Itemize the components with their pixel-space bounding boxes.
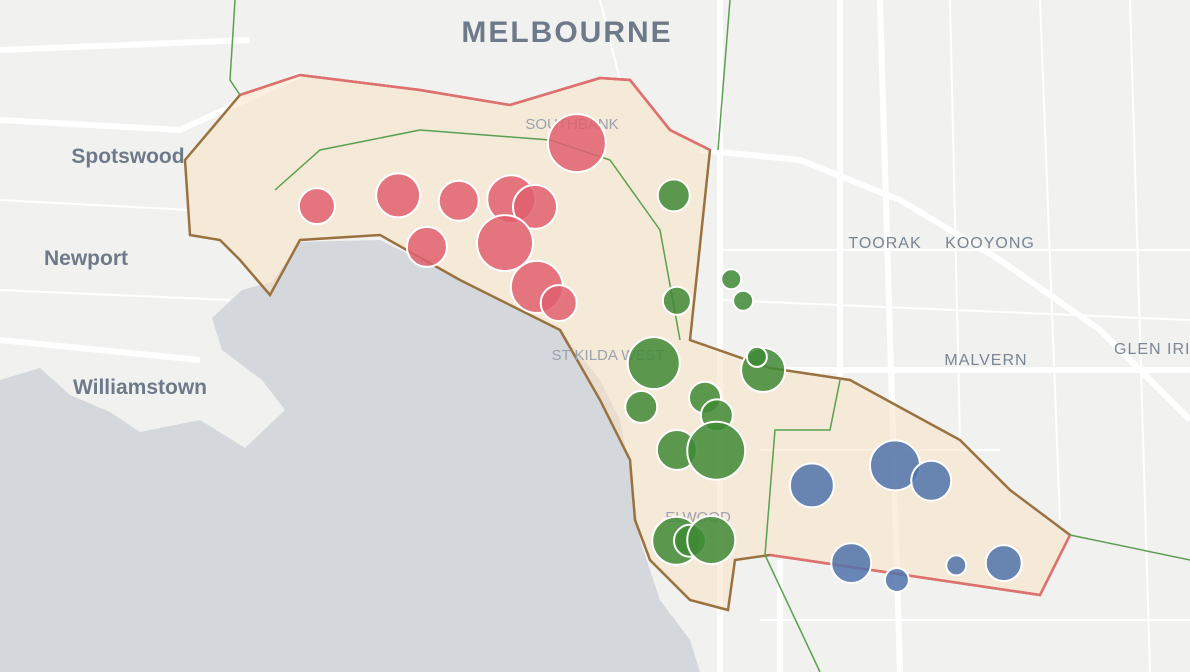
bubble bbox=[788, 462, 835, 509]
bubble bbox=[686, 420, 747, 481]
bubble bbox=[745, 345, 768, 368]
bubble bbox=[546, 113, 607, 174]
bubble bbox=[686, 515, 737, 565]
bubble bbox=[405, 225, 448, 268]
bubble bbox=[476, 214, 534, 273]
place-label: MELBOURNE bbox=[461, 16, 672, 49]
bubble bbox=[624, 389, 659, 424]
bubble bbox=[883, 567, 910, 593]
bubble bbox=[945, 554, 968, 577]
bubbles bbox=[297, 113, 1023, 593]
place-label: Newport bbox=[44, 247, 128, 270]
bubble bbox=[297, 187, 336, 226]
bubble bbox=[830, 542, 873, 585]
bubble bbox=[732, 289, 755, 312]
place-label: MALVERN bbox=[944, 352, 1027, 369]
place-label: KOOYONG bbox=[945, 235, 1035, 252]
bubble bbox=[437, 179, 480, 222]
bubble bbox=[984, 544, 1023, 583]
place-label: Williamstown bbox=[73, 376, 207, 399]
bubble bbox=[512, 183, 558, 230]
bubble bbox=[626, 336, 681, 391]
bubble bbox=[656, 178, 691, 213]
bubble bbox=[539, 284, 578, 323]
bubble bbox=[375, 172, 422, 219]
bubble bbox=[910, 459, 953, 502]
water bbox=[0, 240, 700, 672]
bubble bbox=[661, 285, 692, 316]
place-label: TOORAK bbox=[848, 235, 921, 252]
place-label: Spotswood bbox=[71, 145, 184, 168]
bubble bbox=[720, 268, 743, 291]
border-top bbox=[239, 73, 711, 152]
